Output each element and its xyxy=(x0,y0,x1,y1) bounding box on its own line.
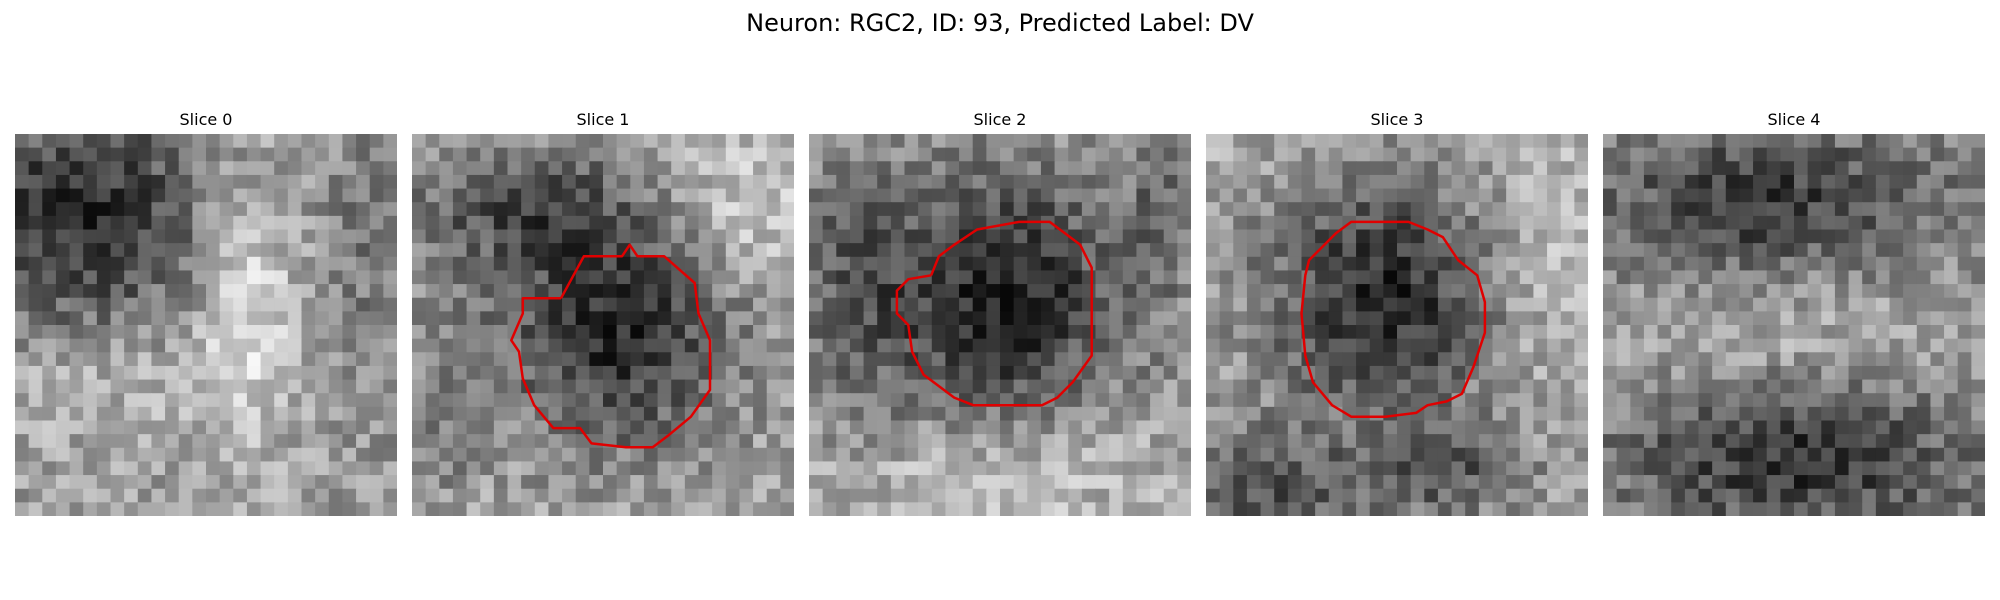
slice-image xyxy=(1206,134,1588,516)
slice-image xyxy=(412,134,794,516)
slice-title: Slice 4 xyxy=(1603,110,1985,130)
slice-image xyxy=(15,134,397,516)
slice-panel-3: Slice 3 xyxy=(1206,110,1588,516)
pixel-grid xyxy=(1603,134,1985,516)
pixel-grid xyxy=(1206,134,1588,516)
slice-panel-2: Slice 2 xyxy=(809,110,1191,516)
slice-panel-4: Slice 4 xyxy=(1603,110,1985,516)
slice-title: Slice 2 xyxy=(809,110,1191,130)
slice-title: Slice 3 xyxy=(1206,110,1588,130)
slice-title: Slice 1 xyxy=(412,110,794,130)
pixel-grid xyxy=(15,134,397,516)
pixel-grid xyxy=(412,134,794,516)
pixel-grid xyxy=(809,134,1191,516)
slice-panel-0: Slice 0 xyxy=(15,110,397,516)
slice-image xyxy=(809,134,1191,516)
slice-image xyxy=(1603,134,1985,516)
figure-title: Neuron: RGC2, ID: 93, Predicted Label: D… xyxy=(0,8,2000,38)
slice-title: Slice 0 xyxy=(15,110,397,130)
slice-panel-1: Slice 1 xyxy=(412,110,794,516)
